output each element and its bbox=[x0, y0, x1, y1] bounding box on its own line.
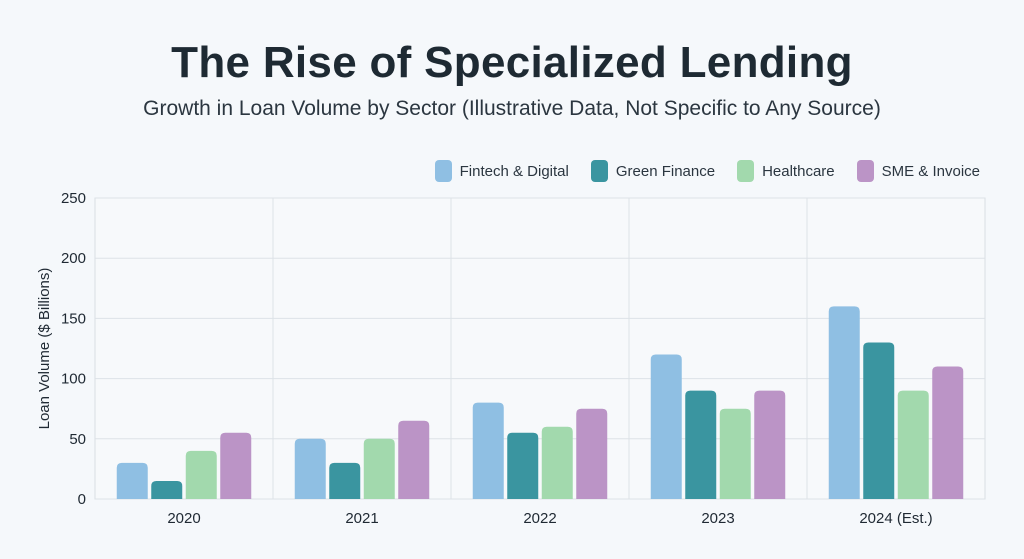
chart-subtitle: Growth in Loan Volume by Sector (Illustr… bbox=[143, 97, 881, 120]
legend-label-green-finance: Green Finance bbox=[615, 162, 716, 180]
chart-title: The Rise of Specialized Lending bbox=[171, 38, 853, 87]
legend-item-healthcare: Healthcare bbox=[737, 160, 835, 182]
legend-swatch-fintech bbox=[434, 160, 452, 182]
legend-item-fintech: Fintech & Digital bbox=[434, 160, 569, 182]
bar bbox=[294, 438, 326, 499]
bar bbox=[541, 426, 573, 499]
y-tick-label: 0 bbox=[78, 491, 86, 508]
legend-label-healthcare: Healthcare bbox=[762, 162, 835, 180]
bar bbox=[185, 450, 217, 499]
x-tick-label: 2022 bbox=[523, 510, 556, 527]
x-tick-label: 2020 bbox=[167, 510, 200, 527]
bar bbox=[398, 420, 430, 499]
bar bbox=[363, 438, 395, 499]
bar bbox=[650, 354, 682, 499]
bar bbox=[828, 306, 860, 499]
y-tick-label: 50 bbox=[69, 431, 86, 448]
legend-item-sme-invoice: SME & Invoice bbox=[856, 160, 980, 182]
bar bbox=[116, 462, 148, 499]
bar bbox=[151, 480, 183, 499]
chart-legend: Fintech & Digital Green Finance Healthca… bbox=[434, 160, 980, 182]
y-tick-label: 200 bbox=[61, 250, 86, 267]
bar bbox=[897, 390, 929, 499]
legend-swatch-healthcare bbox=[737, 160, 755, 182]
bar bbox=[472, 402, 504, 499]
legend-item-green-finance: Green Finance bbox=[590, 160, 716, 182]
bar bbox=[719, 408, 751, 499]
x-tick-label: 2023 bbox=[701, 510, 734, 527]
bar bbox=[329, 462, 361, 499]
y-tick-label: 150 bbox=[61, 310, 86, 327]
legend-swatch-sme-invoice bbox=[856, 160, 874, 182]
bar bbox=[685, 390, 717, 499]
bar bbox=[507, 432, 539, 499]
legend-label-sme-invoice: SME & Invoice bbox=[881, 162, 980, 180]
legend-label-fintech: Fintech & Digital bbox=[459, 162, 569, 180]
bar bbox=[754, 390, 786, 499]
y-axis-title: Loan Volume ($ Billions) bbox=[36, 268, 53, 430]
bar bbox=[220, 432, 252, 499]
bar bbox=[863, 342, 895, 499]
y-tick-label: 100 bbox=[61, 371, 86, 388]
bar bbox=[576, 408, 608, 499]
bar bbox=[932, 366, 964, 499]
x-tick-label: 2024 (Est.) bbox=[859, 510, 932, 527]
legend-swatch-green-finance bbox=[590, 160, 608, 182]
x-tick-label: 2021 bbox=[345, 510, 378, 527]
y-tick-label: 250 bbox=[61, 190, 86, 207]
